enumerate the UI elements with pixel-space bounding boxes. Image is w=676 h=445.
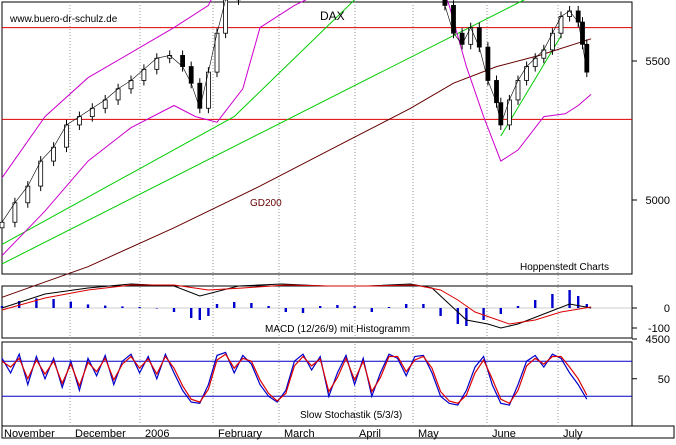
macd-histogram-bar-21 — [336, 305, 339, 308]
x-tick-label-1: December — [75, 428, 126, 440]
macd-histogram-bar-0 — [0, 306, 4, 308]
macd-histogram-bar-9 — [155, 308, 158, 309]
stochastic-panel: Slow Stochastik (5/3/3) — [1, 351, 632, 421]
candle-4 — [51, 146, 56, 162]
macd-histogram-bar-6 — [104, 305, 107, 308]
x-tick-label-3: February — [218, 428, 263, 440]
x-tick-label-0: November — [4, 428, 55, 440]
macd-histogram-bar-16 — [250, 303, 253, 308]
candle-1 — [12, 202, 18, 223]
x-axis-frame — [1, 425, 675, 439]
macd-histogram-bar-4 — [69, 301, 72, 308]
candle-12 — [154, 57, 160, 70]
macd-signal-line — [1, 284, 592, 325]
gd200-line — [1, 38, 592, 298]
macd-histogram-bar-10 — [172, 308, 176, 312]
macd-histogram-bar-36 — [577, 296, 580, 308]
macd-histogram-bar-22 — [353, 306, 356, 308]
candle-56 — [580, 21, 585, 45]
macd-histogram-bar-19 — [301, 308, 305, 313]
price-tick-label-2: 5000 — [646, 195, 670, 207]
gd200-label: GD200 — [250, 198, 282, 209]
stochastic-tick-label-0: 50 — [658, 374, 670, 386]
macd-histogram-bar-15 — [233, 302, 236, 308]
macd-histogram-bar-33 — [534, 300, 537, 308]
x-tick-label-2: 2006 — [145, 428, 169, 440]
macd-histogram-bar-35 — [568, 290, 571, 308]
x-tick-label-6: May — [418, 428, 439, 440]
macd-histogram-bar-34 — [551, 294, 554, 308]
macd-histogram-bar-18 — [284, 308, 287, 312]
stochastic-d-line — [1, 353, 588, 405]
bollinger-lower — [1, 0, 592, 256]
macd-tick-label-1: -100 — [648, 323, 670, 335]
x-axis: November December 2006 February March April Ma… — [4, 428, 583, 440]
macd-histogram-bar-24 — [387, 307, 391, 308]
macd-histogram-bar-14 — [215, 304, 219, 308]
trendline-2 — [233, 0, 356, 117]
candle-19 — [223, 0, 229, 34]
macd-histogram-bar-2 — [35, 298, 38, 308]
stochastic-marks — [1, 351, 632, 406]
macd-histogram-bar-1 — [18, 301, 21, 308]
price-panel: DAX www.buero-dr-schulz.de GD200 Hoppens… — [0, 0, 632, 298]
macd-histogram-bar-32 — [516, 306, 520, 308]
credit-label: Hoppenstedt Charts — [520, 262, 609, 273]
macd-histogram-bar-20 — [319, 306, 322, 308]
panel-frame-0 — [1, 1, 633, 275]
candle-0 — [0, 221, 5, 229]
chart-title: DAX — [320, 9, 345, 23]
candle-14 — [180, 55, 186, 67]
price-lines — [0, 0, 632, 298]
macd-line — [1, 283, 592, 329]
candle-11 — [141, 68, 147, 81]
x-tick-label-7: June — [492, 428, 516, 440]
bollinger-upper — [1, 0, 212, 179]
macd-histogram-bar-8 — [138, 307, 141, 308]
macd-label: MACD (12/26/9) mit Histogramm — [265, 324, 410, 335]
trendline-1 — [1, 116, 235, 245]
macd-histogram-bar-12 — [198, 308, 201, 320]
macd-histogram-bar-3 — [52, 299, 55, 308]
macd-histogram-bar-27 — [439, 308, 442, 316]
stochastic-label: Slow Stochastik (5/3/3) — [300, 410, 402, 421]
candle-8 — [102, 99, 108, 109]
macd-histogram-bar-7 — [121, 306, 124, 308]
x-tick-label-8: July — [563, 428, 583, 440]
macd-marks — [0, 283, 632, 329]
watermark: www.buero-dr-schulz.de — [9, 14, 118, 25]
macd-histogram-bar-26 — [422, 304, 425, 308]
macd-histogram-bar-23 — [370, 308, 373, 312]
macd-histogram-bar-30 — [482, 308, 485, 320]
macd-histogram-bar-11 — [190, 308, 193, 318]
candle-3 — [38, 160, 44, 187]
trendline-0 — [1, 0, 525, 265]
macd-histogram-bar-29 — [465, 308, 468, 326]
macd-histogram-bar-17 — [267, 306, 270, 308]
macd-histogram-bar-28 — [456, 308, 459, 324]
candle-9 — [115, 88, 121, 101]
price-tick-label-1: 5500 — [646, 56, 670, 68]
price-line — [1, 0, 588, 223]
macd-histogram-bar-25 — [405, 304, 408, 308]
x-tick-label-4: March — [284, 428, 315, 440]
x-tick-label-5: April — [359, 428, 381, 440]
candle-57 — [584, 43, 590, 73]
stochastic-k-line — [1, 351, 588, 406]
macd-histogram-bar-5 — [86, 304, 90, 308]
macd-histogram-bar-31 — [499, 308, 502, 314]
macd-histogram-bar-37 — [585, 304, 588, 308]
price-tick-label-3: 4500 — [646, 334, 670, 346]
candle-2 — [25, 185, 31, 204]
macd-tick-label-0: 0 — [664, 303, 670, 315]
macd-histogram-bar-13 — [207, 308, 210, 316]
macd-panel: MACD (12/26/9) mit Histogramm — [0, 283, 632, 335]
candle-5 — [64, 124, 69, 148]
